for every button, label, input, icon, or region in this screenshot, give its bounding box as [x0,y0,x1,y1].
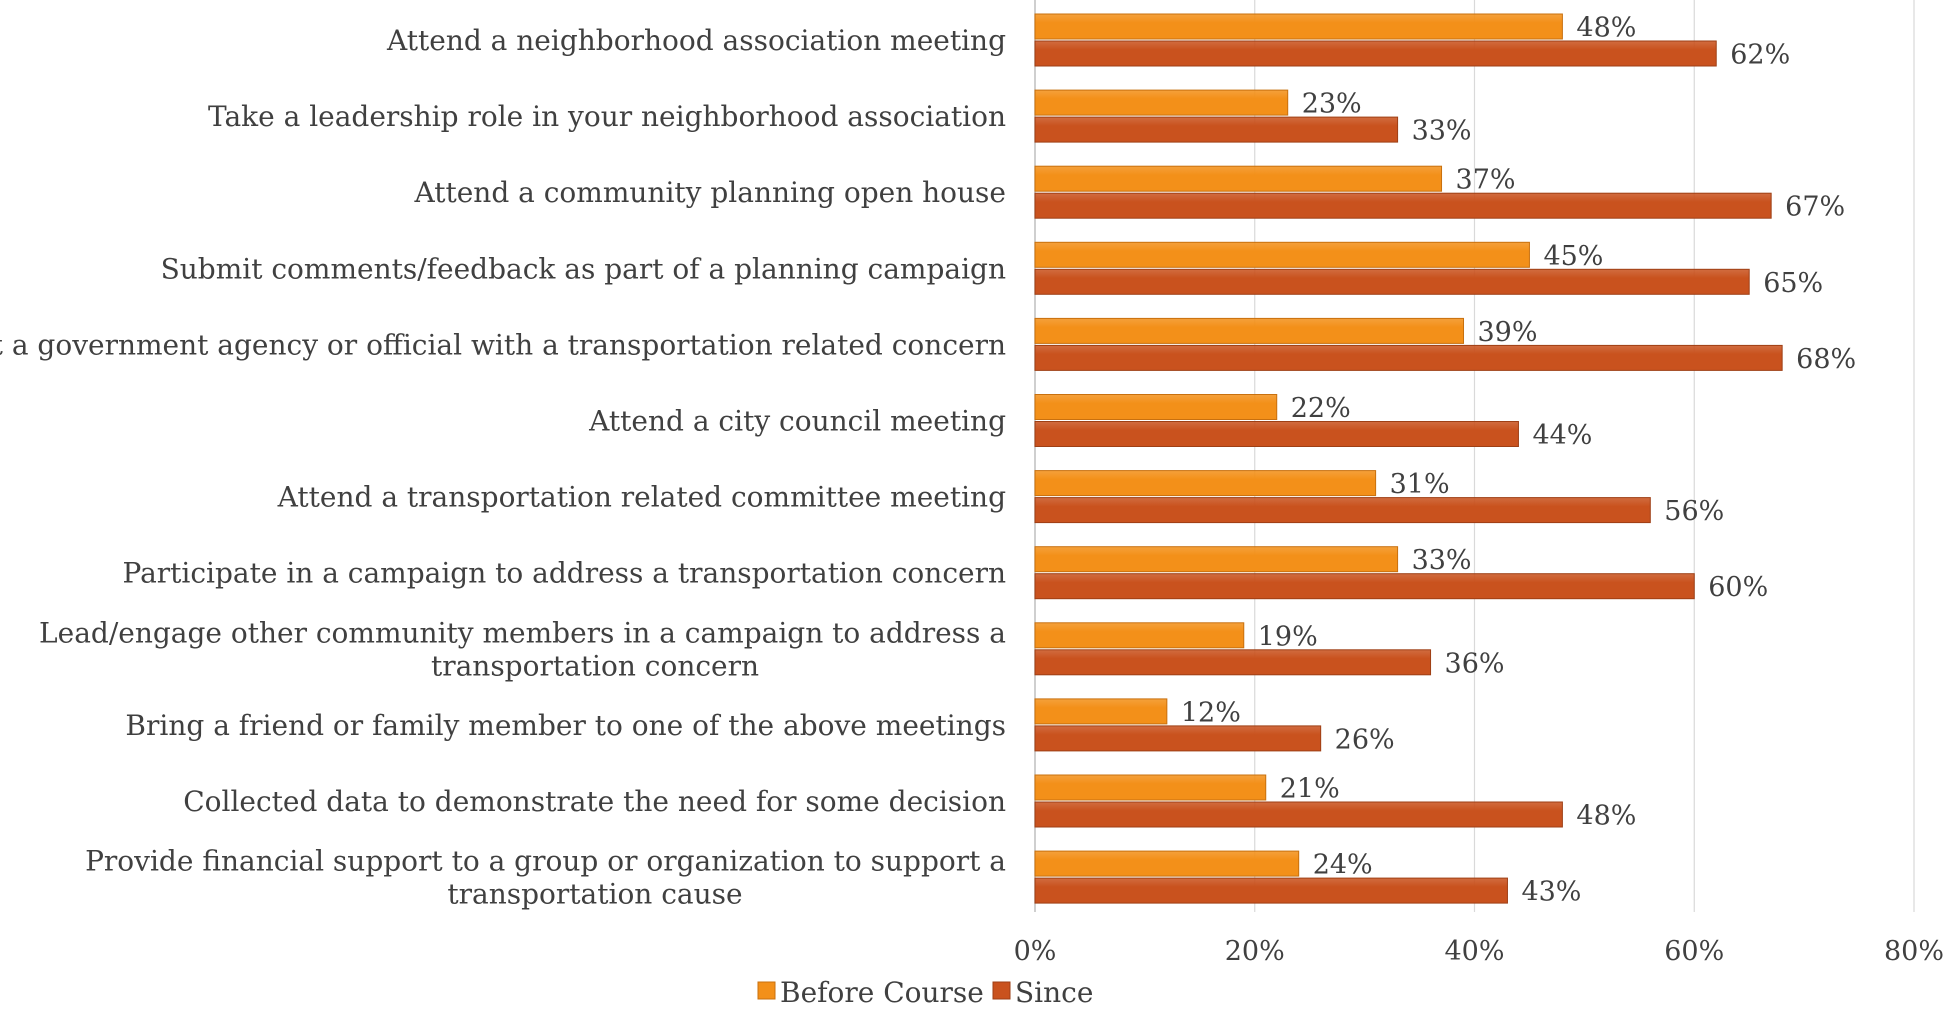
data-label: 23% [1302,89,1362,120]
legend-label: Since [1015,976,1093,1009]
bar-since [1034,801,1563,828]
data-label: 43% [1521,877,1581,908]
x-tick-label: 40% [1444,936,1504,967]
data-labels: 48% 62% 23% 33% 37% 67% 45% 65% 39% 68% 22% 44% 31% 5… [1181,13,1856,908]
data-label: 24% [1313,850,1373,881]
data-label: 33% [1412,545,1472,576]
data-label: 45% [1543,241,1603,272]
data-label: 65% [1763,268,1823,299]
data-label: 62% [1730,40,1790,71]
data-label: 22% [1291,393,1351,424]
data-label: 67% [1785,192,1845,223]
data-label: 37% [1456,165,1516,196]
bar-since [1034,497,1651,524]
category-label: Attend a community planning open house [414,176,1007,209]
data-label: 48% [1576,801,1636,832]
bar-before-course [1034,89,1289,116]
bar-before-course [1034,470,1377,497]
category-label: Collected data to demonstrate the need f… [183,785,1006,818]
bar-before-course [1034,241,1530,268]
category-label: Provide financial support to a group or … [85,845,1006,878]
data-label: 56% [1664,496,1724,527]
legend: Before Course Since [757,976,1093,1009]
x-tick-label: 80% [1884,936,1944,967]
data-label: 39% [1478,317,1538,348]
category-label: Attend a city council meeting [588,405,1006,438]
bar-before-course [1034,622,1245,649]
data-label: 12% [1181,697,1241,728]
bar-since [1034,725,1322,752]
bar-since [1034,421,1519,447]
legend-swatch [757,981,776,1000]
legend-label: Before Course [780,976,984,1009]
category-label: Lead/engage other community members in a… [39,616,1006,649]
bar-before-course [1034,394,1278,420]
data-label: 68% [1796,344,1856,375]
bar-before-course [1034,165,1443,192]
bar-since [1034,344,1783,371]
category-label: Contact a government agency or official … [0,328,1006,361]
x-axis-ticks: 0% 20% 40% 60% 80% [1014,936,1944,967]
bar-since [1034,268,1750,295]
category-label: transportation cause [447,878,742,911]
data-label: 19% [1258,621,1318,652]
data-label: 31% [1390,469,1450,500]
x-tick-label: 20% [1225,936,1285,967]
category-label: Participate in a campaign to address a t… [122,557,1006,590]
x-tick-label: 60% [1664,936,1724,967]
bar-since [1034,573,1695,600]
bar-since [1034,877,1508,904]
bar-before-course [1034,850,1300,877]
category-label: Attend a transportation related committe… [277,481,1006,514]
bar-since [1034,649,1432,676]
data-label: 48% [1576,13,1636,44]
data-label: 44% [1532,420,1592,451]
bar-since [1034,116,1399,143]
bar-before-course [1034,698,1168,725]
bar-before-course [1034,774,1267,801]
legend-swatch [992,981,1011,1000]
category-label: Submit comments/feedback as part of a pl… [161,252,1006,285]
x-tick-label: 0% [1014,936,1057,967]
bar-before-course [1034,546,1399,573]
data-label: 33% [1412,116,1472,147]
data-label: 26% [1335,724,1395,755]
bar-before-course [1034,13,1563,40]
category-label: Bring a friend or family member to one o… [125,709,1006,742]
category-label: transportation concern [431,649,759,682]
bars [1034,13,1783,904]
bar-since [1034,40,1717,67]
category-labels: Attend a neighborhood association meetin… [0,24,1006,911]
gridlines [1034,0,1915,912]
category-label: Attend a neighborhood association meetin… [386,24,1006,57]
bar-since [1034,192,1772,219]
data-label: 36% [1445,648,1505,679]
category-label: Take a leadership role in your neighborh… [208,100,1006,133]
data-label: 60% [1708,572,1768,603]
data-label: 21% [1280,774,1340,805]
bar-before-course [1034,317,1465,344]
